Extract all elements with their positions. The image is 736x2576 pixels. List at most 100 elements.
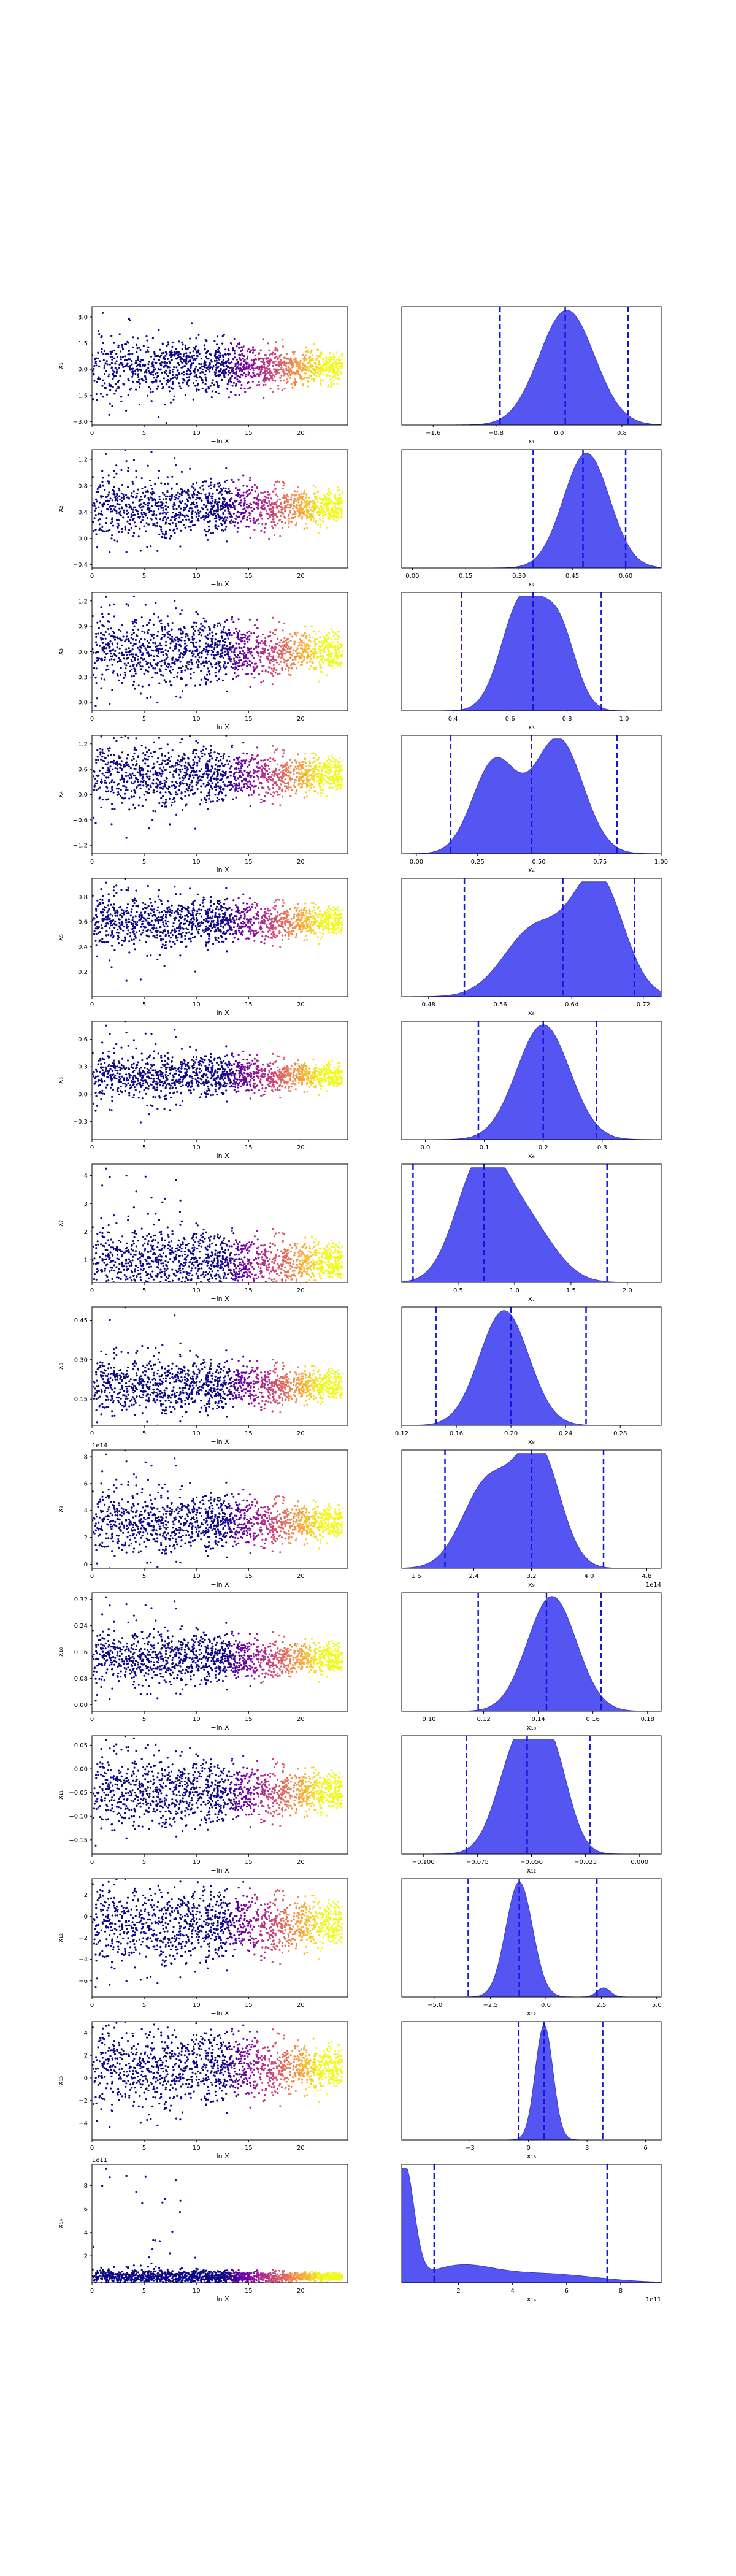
scatter-point — [321, 789, 324, 791]
scatter-point — [282, 645, 285, 647]
scatter-point — [107, 508, 110, 511]
scatter-point — [121, 506, 123, 508]
scatter-point — [308, 513, 310, 516]
scatter-point — [93, 365, 96, 367]
scatter-point — [175, 348, 177, 350]
scatter-point — [132, 782, 135, 784]
scatter-point — [269, 493, 271, 496]
scatter-point — [205, 391, 208, 393]
scatter-point — [169, 672, 172, 674]
scatter-point — [167, 636, 169, 638]
scatter-point — [305, 637, 308, 640]
scatter-point — [228, 396, 231, 399]
scatter-point — [237, 380, 240, 383]
scatter-point — [248, 514, 251, 516]
scatter-point — [195, 380, 197, 382]
scatter-point — [95, 632, 98, 635]
scatter-point — [297, 361, 300, 363]
scatter-point — [139, 651, 142, 653]
scatter-point — [198, 631, 201, 634]
scatter-point — [158, 416, 160, 419]
scatter-point — [248, 505, 250, 507]
scatter-point — [140, 369, 142, 371]
scatter-point — [152, 366, 155, 369]
kde-panel: −1.6 −0.8 0.0 0.8x₁ — [401, 306, 662, 445]
scatter-point — [215, 350, 217, 353]
scatter-point — [165, 640, 167, 643]
scatter-point — [144, 647, 147, 650]
scatter-point — [161, 352, 163, 355]
scatter-point — [184, 502, 186, 505]
scatter-point — [229, 378, 232, 380]
scatter-point — [301, 498, 304, 500]
scatter-point — [171, 662, 174, 664]
scatter-point — [291, 513, 294, 516]
scatter-point — [319, 378, 321, 380]
scatter-point — [263, 372, 266, 375]
scatter-point — [310, 360, 312, 362]
scatter-point — [339, 502, 341, 504]
scatter-point — [158, 496, 161, 498]
scatter-point — [162, 498, 165, 500]
scatter-point — [235, 515, 237, 517]
scatter-point — [125, 494, 128, 496]
scatter-point — [278, 372, 281, 374]
scatter-point — [229, 362, 231, 365]
scatter-point — [303, 365, 305, 367]
scatter-point — [272, 647, 275, 650]
scatter-point — [107, 482, 110, 485]
scatter-point — [232, 372, 235, 374]
scatter-point — [283, 775, 286, 777]
scatter-point — [118, 379, 120, 382]
x-axis-label: −ln X — [210, 580, 229, 588]
scatter-point — [93, 374, 95, 376]
scatter-point — [217, 651, 219, 653]
scatter-point — [341, 358, 344, 360]
scatter-point — [168, 630, 171, 632]
scatter-point — [339, 665, 342, 668]
scatter-point — [263, 380, 266, 383]
scatter-point — [112, 386, 114, 388]
scatter-point — [140, 477, 143, 480]
scatter-point — [197, 518, 199, 520]
scatter-point — [180, 639, 183, 642]
scatter-point — [331, 661, 334, 663]
scatter-point — [127, 470, 129, 472]
scatter-point — [291, 654, 293, 657]
scatter-point — [131, 375, 134, 378]
scatter-point — [289, 651, 292, 653]
scatter-point — [133, 625, 136, 627]
scatter-point — [178, 382, 180, 385]
scatter-point — [167, 343, 170, 346]
scatter-point — [334, 372, 336, 374]
scatter-point — [330, 515, 332, 517]
scatter-point — [116, 496, 119, 499]
scatter-point — [113, 539, 116, 542]
scatter-point — [217, 392, 220, 394]
scatter-point — [160, 673, 163, 676]
scatter-point — [337, 486, 339, 488]
scatter-point — [220, 367, 222, 370]
scatter-point — [136, 655, 139, 657]
scatter-point — [197, 369, 199, 372]
scatter-point — [256, 507, 258, 509]
scatter-point — [227, 366, 229, 368]
scatter-point — [189, 735, 191, 737]
scatter-point — [125, 343, 128, 346]
scatter-point — [252, 372, 255, 374]
y-tick-label: 0.9 — [78, 624, 88, 631]
scatter-point — [147, 629, 150, 631]
scatter-point — [246, 490, 248, 493]
scatter-point — [196, 496, 199, 499]
scatter-point — [172, 380, 174, 383]
scatter-point — [312, 359, 315, 362]
scatter-point — [322, 643, 324, 645]
scatter-point — [325, 367, 328, 370]
scatter-point — [122, 383, 125, 385]
scatter-point — [169, 519, 172, 522]
scatter-point — [212, 657, 215, 660]
scatter-point — [223, 643, 226, 646]
scatter-point — [258, 493, 260, 496]
scatter-point — [162, 674, 164, 677]
